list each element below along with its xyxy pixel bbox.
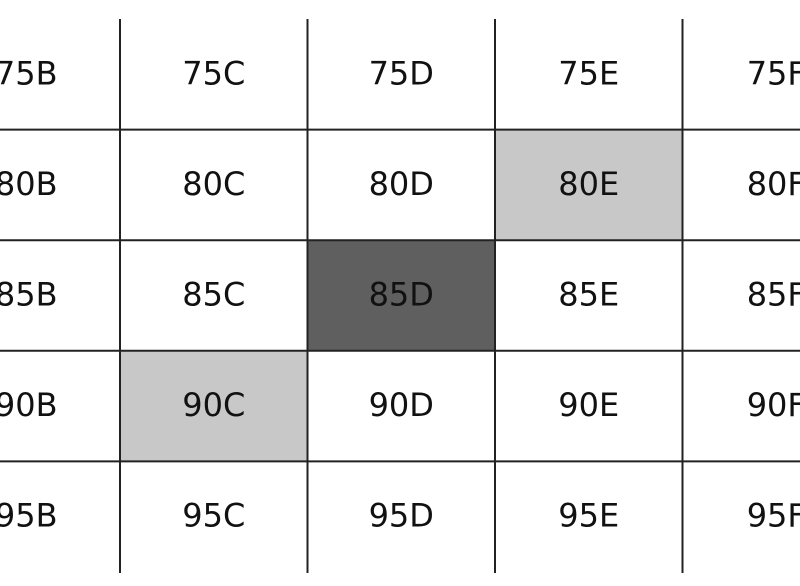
size-label: 85F [747,276,800,314]
size-label: 90D [369,386,434,424]
size-label: 85D [369,276,434,314]
size-label: 95D [369,497,434,535]
size-label: 85C [182,276,245,314]
size-label: 80F [747,165,800,203]
size-label: 95E [558,497,619,535]
size-label: 85B [0,276,58,314]
size-label: 85E [558,276,619,314]
size-label: 95C [182,497,245,535]
size-label: 90C [182,386,245,424]
size-label: 75D [369,54,434,92]
size-label: 75B [0,54,58,92]
highlight-cell [120,350,308,462]
size-label: 95F [747,497,800,535]
size-label: 75E [558,54,619,92]
size-label: 80C [182,165,245,203]
size-label: 95B [0,497,58,535]
size-label: 90F [747,386,800,424]
highlight-cell [307,240,495,351]
size-label: 90B [0,386,58,424]
size-label: 90E [558,386,619,424]
size-label: 80D [369,165,434,203]
size-label: 80E [558,165,619,203]
highlight-cell [495,129,683,241]
size-label: 75F [747,54,800,92]
size-label: 80B [0,165,58,203]
size-label: 75C [182,54,245,92]
